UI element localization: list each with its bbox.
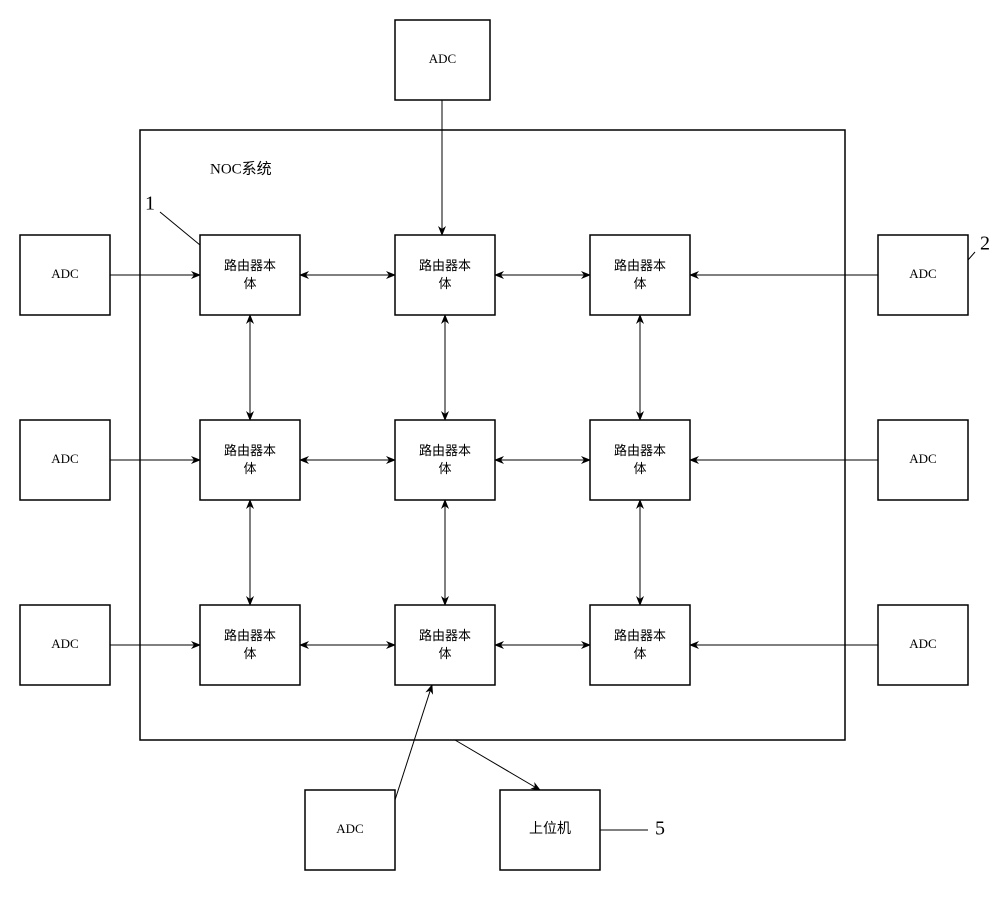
adc-label: ADC — [909, 636, 936, 651]
callout-label: 5 — [655, 818, 665, 840]
callout-label: 1 — [145, 193, 155, 215]
adc-label: ADC — [336, 821, 363, 836]
router-label: 路由器本 — [419, 443, 471, 458]
adc-label: ADC — [51, 636, 78, 651]
router-label: 路由器本 — [614, 628, 666, 643]
adc-label: ADC — [51, 266, 78, 281]
router-label: 路由器本 — [419, 258, 471, 273]
router-label: 路由器本 — [224, 628, 276, 643]
router-label: 体 — [438, 461, 451, 476]
arrow — [395, 685, 432, 800]
router-label: 体 — [633, 461, 646, 476]
arrow — [455, 740, 540, 790]
router-label: 路由器本 — [419, 628, 471, 643]
router-label: 体 — [243, 276, 256, 291]
router-label: 体 — [633, 646, 646, 661]
adc-label: ADC — [909, 451, 936, 466]
routers: 路由器本体路由器本体路由器本体路由器本体路由器本体路由器本体路由器本体路由器本体… — [200, 235, 690, 685]
router-label: 体 — [633, 276, 646, 291]
adc-label: ADC — [909, 266, 936, 281]
host-label: 上位机 — [529, 821, 571, 837]
callout-label: 2 — [980, 233, 990, 255]
router-label: 体 — [438, 276, 451, 291]
router-label: 路由器本 — [224, 443, 276, 458]
host-group: 上位机 — [500, 790, 600, 870]
router-label: 体 — [243, 646, 256, 661]
router-label: 体 — [243, 461, 256, 476]
router-label: 体 — [438, 646, 451, 661]
router-label: 路由器本 — [614, 258, 666, 273]
adc-label: ADC — [51, 451, 78, 466]
adc-label: ADC — [429, 51, 456, 66]
router-label: 路由器本 — [224, 258, 276, 273]
callout-line — [968, 252, 975, 260]
callout-line — [160, 212, 200, 245]
diagram-canvas: NOC系统 路由器本体路由器本体路由器本体路由器本体路由器本体路由器本体路由器本… — [0, 0, 1000, 910]
noc-label: NOC系统 — [210, 160, 272, 177]
router-label: 路由器本 — [614, 443, 666, 458]
